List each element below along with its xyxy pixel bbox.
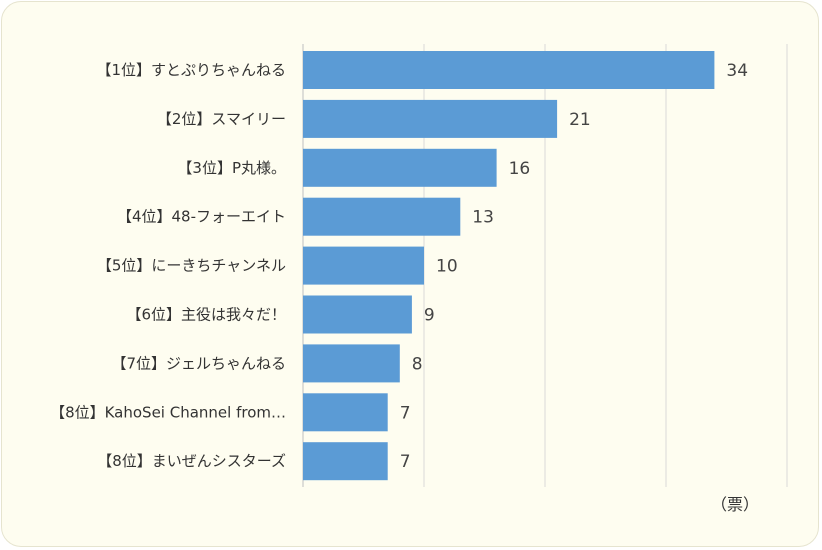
category-label: 【3位】P丸様。	[177, 159, 286, 177]
value-label: 7	[400, 452, 411, 472]
category-labels: 【1位】すとぷりちゃんねる【2位】スマイリー【3位】P丸様。【4位】48-フォー…	[50, 61, 286, 470]
bar	[303, 246, 424, 285]
value-label: 7	[400, 403, 411, 423]
value-label: 10	[436, 257, 458, 277]
bars	[303, 51, 715, 481]
unit-label: （票）	[711, 495, 759, 514]
bar	[303, 393, 388, 432]
value-label: 9	[424, 306, 435, 326]
bar	[303, 197, 461, 236]
category-label: 【2位】スマイリー	[157, 110, 286, 128]
value-label: 21	[569, 110, 591, 130]
category-label: 【7位】ジェルちゃんねる	[111, 354, 286, 372]
bar	[303, 148, 497, 187]
value-label: 16	[509, 159, 531, 179]
bar	[303, 295, 412, 334]
value-labels: 34 21 16 13 10 9 8 7 7	[400, 61, 748, 472]
value-label: 34	[726, 61, 748, 81]
category-label: 【8位】KahoSei Channel from…	[50, 403, 286, 421]
category-label: 【1位】すとぷりちゃんねる	[96, 61, 286, 79]
category-label: 【6位】主役は我々だ！	[126, 306, 286, 324]
category-label: 【5位】にーきちチャンネル	[97, 257, 286, 275]
bar	[303, 51, 715, 89]
bar	[303, 442, 388, 481]
category-label: 【8位】まいぜんシスターズ	[97, 452, 286, 470]
bar	[303, 99, 558, 138]
value-label: 13	[472, 208, 494, 228]
value-label: 8	[412, 354, 423, 374]
category-label: 【4位】48-フォーエイト	[117, 208, 286, 226]
bar	[303, 344, 400, 383]
